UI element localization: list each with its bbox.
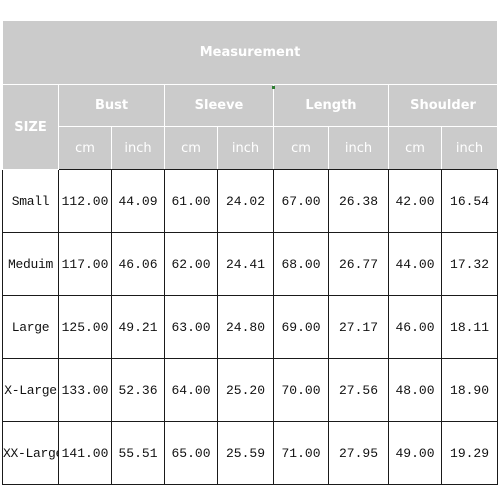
value-cell: 46.00: [388, 295, 442, 359]
value-cell: 27.95: [328, 421, 389, 485]
table-row: Small 112.00 44.09 61.00 24.02 67.00 26.…: [2, 169, 499, 233]
unit-header: cm: [388, 126, 442, 170]
size-name-cell: XX-Large: [2, 421, 59, 485]
value-cell: 16.54: [440, 169, 499, 233]
unit-header: inch: [111, 126, 165, 170]
value-cell: 55.51: [111, 421, 165, 485]
group-header-bust: Bust: [58, 84, 165, 127]
table-row: Large 125.00 49.21 63.00 24.80 69.00 27.…: [2, 295, 499, 359]
value-cell: 52.36: [111, 358, 165, 422]
value-cell: 62.00: [164, 232, 218, 296]
value-cell: 26.77: [328, 232, 389, 296]
value-cell: 61.00: [164, 169, 218, 233]
value-cell: 24.80: [217, 295, 274, 359]
size-name-cell: Small: [2, 169, 59, 233]
value-cell: 24.41: [217, 232, 274, 296]
size-header: SIZE: [2, 84, 59, 170]
group-header-sleeve: Sleeve: [164, 84, 274, 127]
value-cell: 18.11: [440, 295, 499, 359]
size-name-cell: Large: [2, 295, 59, 359]
value-cell: 19.29: [440, 421, 499, 485]
size-chart-table: Measurement SIZE Bust Sleeve Length Shou…: [1, 20, 499, 485]
unit-header: inch: [328, 126, 389, 170]
value-cell: 67.00: [273, 169, 329, 233]
value-cell: 112.00: [58, 169, 112, 233]
size-name-cell: Meduim: [2, 232, 59, 296]
value-cell: 26.38: [328, 169, 389, 233]
value-cell: 48.00: [388, 358, 442, 422]
value-cell: 49.00: [388, 421, 442, 485]
value-cell: 42.00: [388, 169, 442, 233]
value-cell: 133.00: [58, 358, 112, 422]
table-title: Measurement: [1, 20, 499, 85]
value-cell: 44.00: [388, 232, 442, 296]
value-cell: 46.06: [111, 232, 165, 296]
value-cell: 71.00: [273, 421, 329, 485]
value-cell: 18.90: [440, 358, 499, 422]
value-cell: 141.00: [58, 421, 112, 485]
unit-header: cm: [58, 126, 112, 170]
value-cell: 27.17: [328, 295, 389, 359]
value-cell: 125.00: [58, 295, 112, 359]
value-cell: 17.32: [440, 232, 499, 296]
group-header-shoulder: Shoulder: [387, 84, 499, 127]
unit-header: cm: [273, 126, 329, 170]
group-header-length: Length: [273, 84, 389, 127]
value-cell: 68.00: [273, 232, 329, 296]
unit-header: inch: [217, 126, 274, 170]
table-row: XX-Large 141.00 55.51 65.00 25.59 71.00 …: [2, 421, 499, 485]
value-cell: 25.20: [217, 358, 274, 422]
value-cell: 65.00: [164, 421, 218, 485]
size-name-cell: X-Large: [2, 358, 59, 422]
accent-dot: [272, 86, 275, 89]
value-cell: 70.00: [273, 358, 329, 422]
value-cell: 63.00: [164, 295, 218, 359]
value-cell: 44.09: [111, 169, 165, 233]
value-cell: 27.56: [328, 358, 389, 422]
table-row: X-Large 133.00 52.36 64.00 25.20 70.00 2…: [2, 358, 499, 422]
unit-header: inch: [440, 126, 499, 170]
value-cell: 49.21: [111, 295, 165, 359]
unit-header: cm: [164, 126, 218, 170]
value-cell: 25.59: [217, 421, 274, 485]
value-cell: 24.02: [217, 169, 274, 233]
table-row: Meduim 117.00 46.06 62.00 24.41 68.00 26…: [2, 232, 499, 296]
value-cell: 69.00: [273, 295, 329, 359]
value-cell: 64.00: [164, 358, 218, 422]
value-cell: 117.00: [58, 232, 112, 296]
